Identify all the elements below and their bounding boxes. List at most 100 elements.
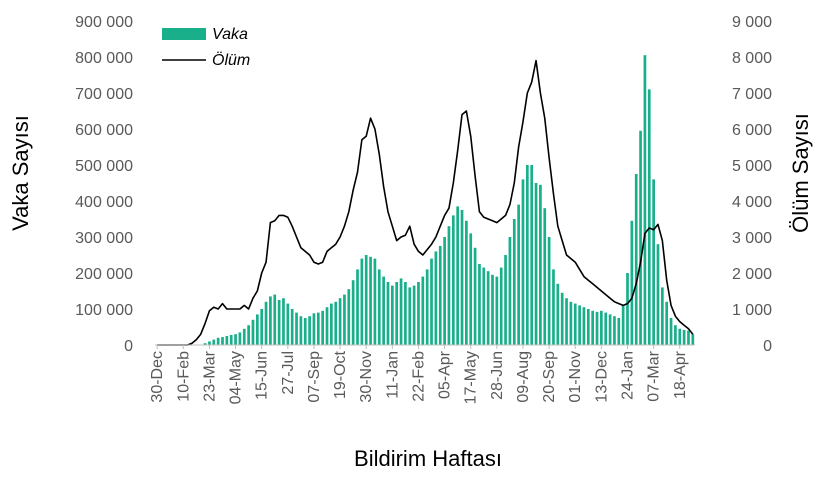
vaka-bar [229,334,233,345]
x-tick-label: 20-Sep [541,351,558,403]
vaka-bar [216,337,220,345]
vaka-bar [652,179,655,345]
y-right-tick-label: 8 000 [732,50,772,67]
x-tick-label: 07-Mar [646,350,663,401]
vaka-bar [282,298,285,345]
vaka-bar [390,285,394,345]
vaka-bar [486,271,490,345]
vaka-bar [682,329,686,345]
vaka-bar [242,328,246,345]
vaka-bar [586,309,590,345]
vaka-bar [582,307,586,345]
vaka-bar [504,255,507,345]
vaka-bar [408,287,412,345]
vaka-bar [491,274,494,345]
y-left-tick-label: 300 000 [75,230,133,247]
legend: Vaka Ölüm [162,26,250,69]
vaka-bar [343,294,346,345]
vaka-bar [404,282,407,345]
x-tick-label: 30-Nov [358,351,375,403]
vaka-bar [438,246,442,345]
y-right-tick-label: 2 000 [732,266,772,283]
legend-olum-label: Ölüm [212,51,250,69]
vaka-bar [499,267,503,345]
vaka-bar [451,215,455,345]
vaka-bar [608,314,612,345]
vaka-bar [552,269,555,345]
vaka-bar [591,310,595,345]
vaka-bar [364,255,368,345]
x-axis-ticks: 30-Dec 10-Feb 23-Mar 04-May 15-Jun 27-Jul 07-S… [149,345,689,404]
vaka-bar [525,165,529,345]
vaka-bar [351,280,355,345]
x-tick-label: 15-Jun [254,351,271,400]
vaka-bar [399,278,403,345]
y-right-tick-label: 6 000 [732,122,772,139]
y-right-tick-label: 0 [763,338,772,355]
x-axis-title: Bildirim Haftası [354,446,502,471]
vaka-bar [560,292,564,345]
vaka-bar [512,219,516,345]
vaka-bar [356,269,359,345]
vaka-bar [547,237,551,345]
y-left-tick-label: 200 000 [75,266,133,283]
y-right-tick-label: 1 000 [732,302,772,319]
vaka-bar [260,309,264,345]
y-left-tick-label: 0 [124,338,133,355]
vaka-bar [543,208,547,345]
vaka-bar [626,273,629,345]
x-tick-label: 27-Jul [280,351,297,395]
vaka-bar [277,300,281,345]
x-tick-label: 30-Dec [149,351,166,403]
y-axis-left-title: Vaka Sayısı [8,115,33,231]
x-tick-label: 17-May [463,351,480,404]
vaka-bar [639,130,642,345]
vaka-bar [595,311,599,345]
vaka-bar [273,294,277,345]
vaka-bar [425,269,429,345]
vaka-bar [330,303,333,345]
y-axis-right-title: Ölüm Sayısı [788,113,813,233]
vaka-bar [565,298,568,345]
vaka-bar [660,287,664,345]
x-tick-label: 09-Aug [515,351,532,403]
vaka-bar [478,264,481,345]
vaka-bar [255,314,259,345]
y-left-tick-label: 700 000 [75,86,133,103]
y-right-tick-label: 5 000 [732,158,772,175]
x-tick-label: 22-Feb [410,351,427,402]
vaka-bar [460,210,464,345]
vaka-bar [521,179,525,345]
y-left-tick-label: 900 000 [75,14,133,31]
vaka-bar [613,316,616,345]
vaka-bar [456,206,460,345]
x-tick-label: 28-Jun [489,351,506,400]
vaka-bar [465,220,468,345]
legend-vaka-label: Vaka [212,26,248,43]
vaka-bar [617,318,621,345]
y-left-tick-label: 600 000 [75,122,133,139]
vaka-bar [251,319,255,345]
vaka-bar [569,301,573,345]
vaka-bar [621,305,625,345]
x-tick-label: 18-Apr [672,350,689,399]
x-tick-label: 19-Oct [332,350,349,399]
vaka-bar [299,316,303,345]
vaka-bar [417,282,420,345]
vaka-bar [386,282,390,345]
vaka-bar [482,267,486,345]
left-axis-ticks: 0 100 000 200 000 300 000 400 000 500 000 600 … [75,14,133,355]
y-right-tick-label: 3 000 [732,230,772,247]
y-left-tick-label: 100 000 [75,302,133,319]
vaka-bar [303,318,307,345]
vaka-bar [495,276,499,345]
vaka-bar [600,310,603,345]
y-right-tick-label: 9 000 [732,14,772,31]
y-left-tick-label: 500 000 [75,158,133,175]
vaka-bar [669,318,673,345]
x-tick-label: 13-Dec [593,351,610,403]
x-tick-label: 04-May [228,351,245,404]
vaka-bar [369,256,372,345]
vaka-bar [539,184,542,345]
vaka-bar [665,301,669,345]
